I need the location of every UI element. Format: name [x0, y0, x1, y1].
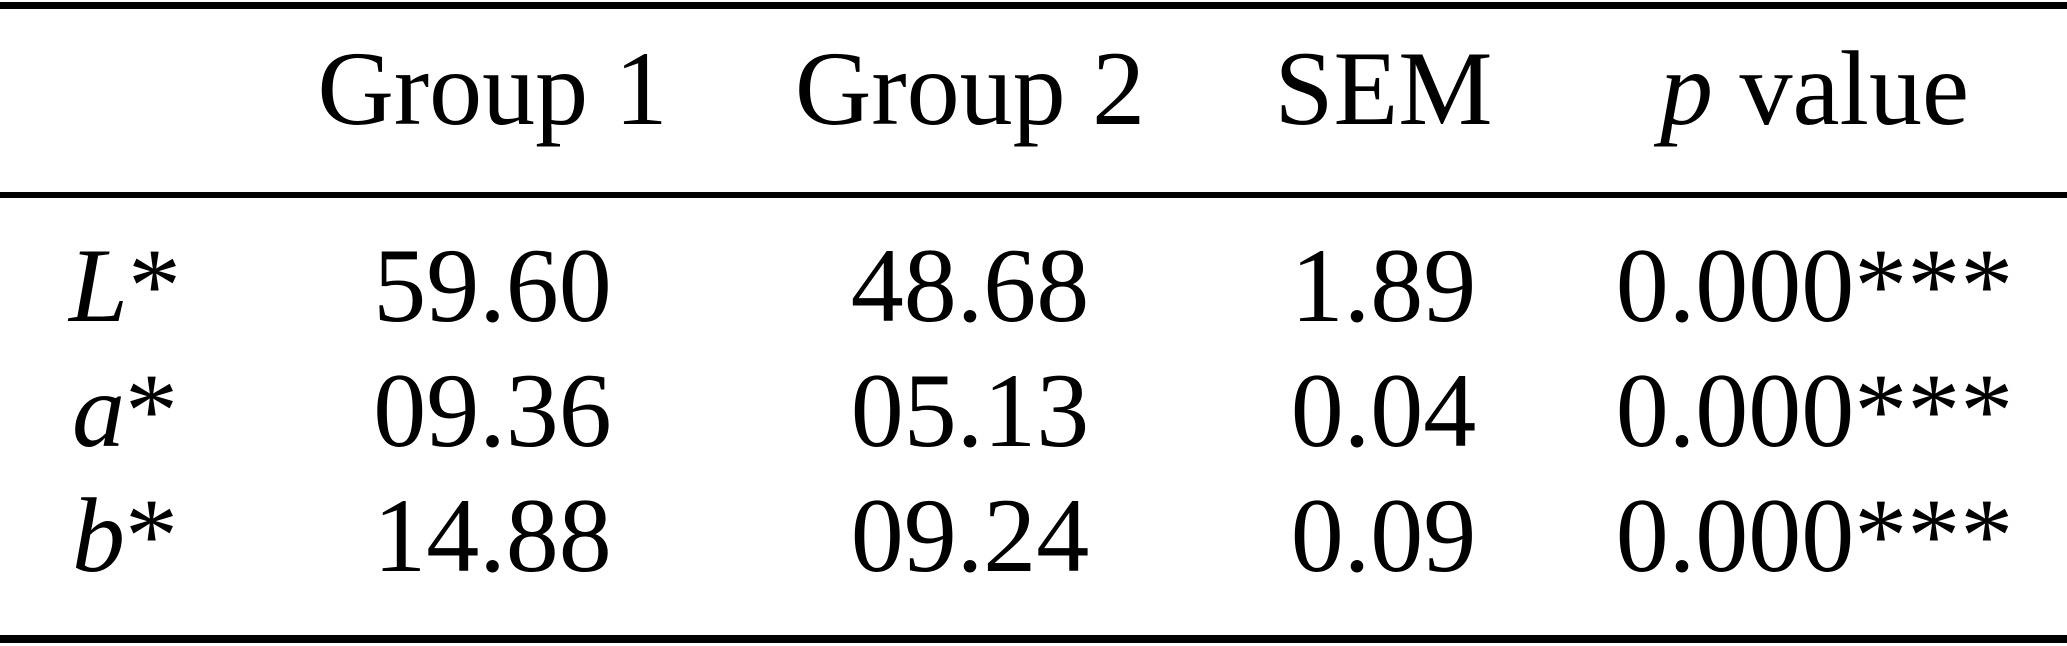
table-bottom-rule	[0, 635, 2067, 643]
cell-group1-value: 59.60	[373, 227, 612, 344]
cell-group2-value: 09.24	[850, 477, 1090, 594]
significance-stars: ***	[1854, 352, 2014, 469]
p-value-word: value	[1712, 30, 1970, 147]
row-label-star: *	[127, 227, 181, 344]
cell-sem-value: 1.89	[1290, 227, 1477, 344]
p-number: 0.000	[1615, 352, 1855, 469]
table-row-astar: a* 09.36 05.13 0.04 0.000***	[0, 358, 2067, 464]
table-mid-rule	[0, 192, 2067, 198]
row-label-letter: a	[72, 352, 125, 469]
p-number: 0.000	[1615, 227, 1855, 344]
header-cell-sem: SEM	[1274, 30, 1493, 147]
row-label-astar: a*	[0, 358, 250, 464]
cell-group1-value: 14.88	[373, 477, 612, 594]
row-label-letter: b	[72, 477, 125, 594]
cell-pvalue: 0.000***	[1562, 358, 2067, 464]
cell-pvalue: 0.000***	[1562, 483, 2067, 589]
table-row-bstar: b* 14.88 09.24 0.09 0.000***	[0, 483, 2067, 589]
row-label-bstar: b*	[0, 483, 250, 589]
p-symbol: p	[1659, 30, 1713, 147]
cell-sem-value: 0.09	[1290, 477, 1477, 594]
table-top-rule	[0, 2, 2067, 9]
p-number: 0.000	[1615, 477, 1855, 594]
cell-group1-value: 09.36	[373, 352, 612, 469]
cell-group2-value: 48.68	[850, 227, 1090, 344]
header-cell-pvalue: p value	[1562, 36, 2067, 142]
row-label-star: *	[125, 477, 178, 594]
header-cell-group1: Group 1	[317, 30, 668, 147]
cell-sem-value: 0.04	[1290, 352, 1477, 469]
significance-stars: ***	[1854, 227, 2014, 344]
table-header-row: Group 1 Group 2 SEM p value	[0, 36, 2067, 142]
table-row-lstar: L* 59.60 48.68 1.89 0.000***	[0, 233, 2067, 339]
row-label-lstar: L*	[0, 233, 250, 339]
significance-stars: ***	[1854, 477, 2014, 594]
header-cell-empty	[0, 36, 250, 142]
row-label-letter: L	[69, 227, 128, 344]
row-label-star: *	[125, 352, 178, 469]
header-cell-group2: Group 2	[794, 30, 1146, 147]
cell-pvalue: 0.000***	[1562, 233, 2067, 339]
cell-group2-value: 05.13	[850, 352, 1090, 469]
